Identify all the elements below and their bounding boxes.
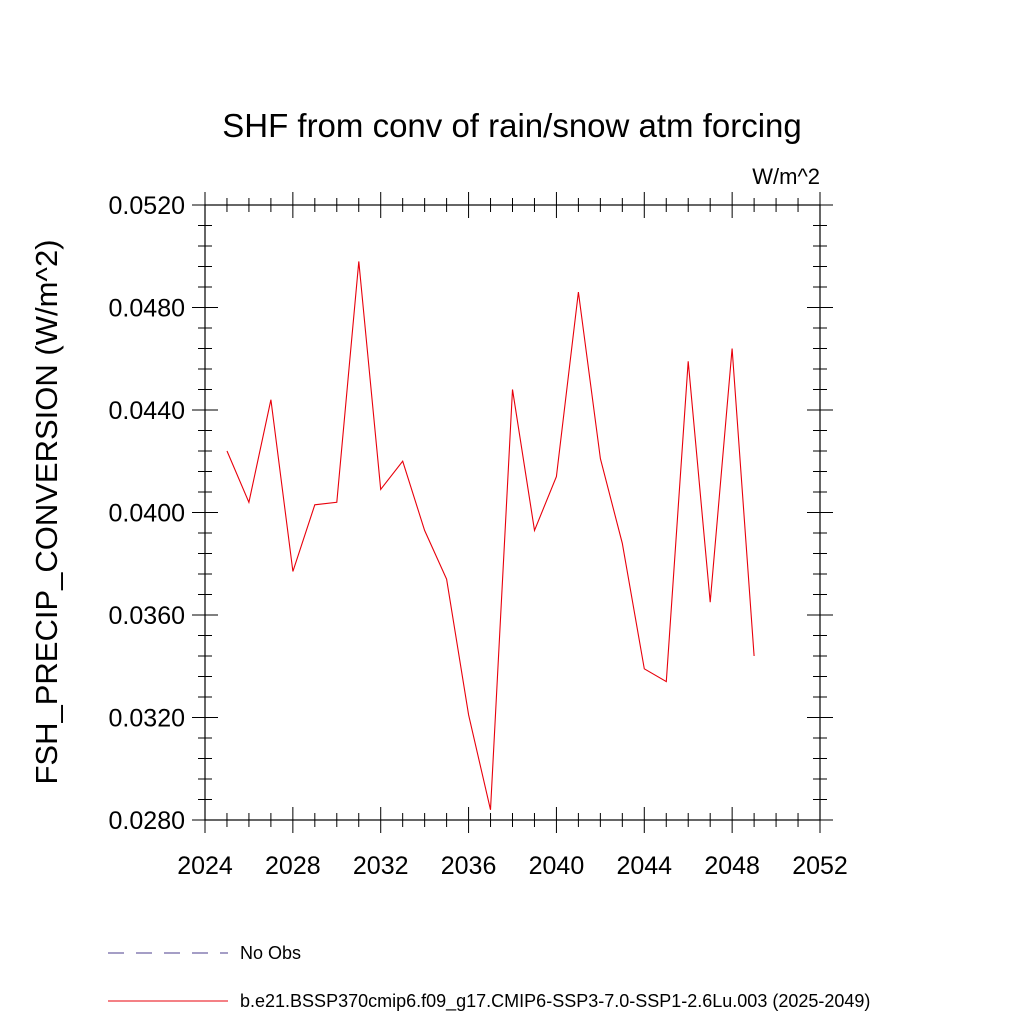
legend-label: No Obs	[240, 943, 301, 963]
x-tick-label: 2036	[441, 852, 497, 880]
y-axis-label: FSH_PRECIP_CONVERSION (W/m^2)	[29, 239, 64, 784]
x-tick-labels: 2024 2028 2032 2036 2040 2044 2048 2052	[177, 852, 848, 880]
y-tick-label: 0.0520	[109, 192, 185, 220]
y-tick-label: 0.0320	[109, 705, 185, 733]
y-tick-label: 0.0280	[109, 807, 185, 835]
x-tick-label: 2028	[265, 852, 321, 880]
units-label: W/m^2	[752, 164, 820, 189]
x-tick-label: 2048	[704, 852, 760, 880]
y-tick-label: 0.0360	[109, 602, 185, 630]
legend-label: b.e21.BSSP370cmip6.f09_g17.CMIP6-SSP3-7.…	[240, 991, 870, 1012]
x-tick-label: 2040	[529, 852, 585, 880]
y-tick-labels: 0.0280 0.0320 0.0360 0.0400 0.0440 0.0480 0.05…	[109, 192, 185, 835]
y-tick-label: 0.0480	[109, 295, 185, 323]
x-tick-label: 2032	[353, 852, 409, 880]
plot-frame	[204, 204, 821, 821]
series-line	[226, 261, 755, 810]
x-tick-label: 2044	[616, 852, 672, 880]
series-group	[226, 261, 755, 810]
y-tick-label: 0.0400	[109, 500, 185, 528]
chart-title: SHF from conv of rain/snow atm forcing	[222, 107, 802, 144]
y-tick-label: 0.0440	[109, 397, 185, 425]
axis-ticks	[192, 192, 833, 833]
legend: No Obs b.e21.BSSP370cmip6.f09_g17.CMIP6-S…	[108, 943, 870, 1012]
x-tick-label: 2024	[177, 852, 233, 880]
x-tick-label: 2052	[792, 852, 848, 880]
